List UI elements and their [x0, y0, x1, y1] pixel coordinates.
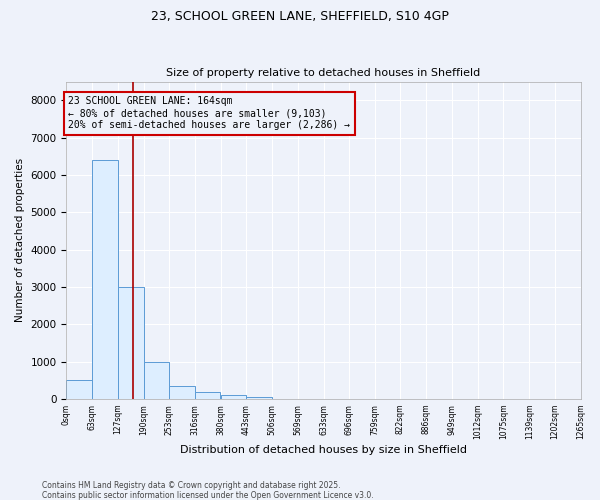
Text: 23 SCHOOL GREEN LANE: 164sqm
← 80% of detached houses are smaller (9,103)
20% of: 23 SCHOOL GREEN LANE: 164sqm ← 80% of de… [68, 96, 350, 130]
Title: Size of property relative to detached houses in Sheffield: Size of property relative to detached ho… [166, 68, 481, 78]
Bar [247, 397, 272, 399]
Text: Contains public sector information licensed under the Open Government Licence v3: Contains public sector information licen… [42, 490, 374, 500]
Bar [67, 380, 92, 399]
Text: Contains HM Land Registry data © Crown copyright and database right 2025.: Contains HM Land Registry data © Crown c… [42, 480, 341, 490]
Bar [143, 362, 169, 399]
Bar [118, 287, 143, 399]
X-axis label: Distribution of detached houses by size in Sheffield: Distribution of detached houses by size … [180, 445, 467, 455]
Bar [169, 386, 195, 399]
Bar [92, 160, 118, 399]
Text: 23, SCHOOL GREEN LANE, SHEFFIELD, S10 4GP: 23, SCHOOL GREEN LANE, SHEFFIELD, S10 4G… [151, 10, 449, 23]
Bar [195, 392, 220, 399]
Bar [221, 395, 247, 399]
Y-axis label: Number of detached properties: Number of detached properties [15, 158, 25, 322]
